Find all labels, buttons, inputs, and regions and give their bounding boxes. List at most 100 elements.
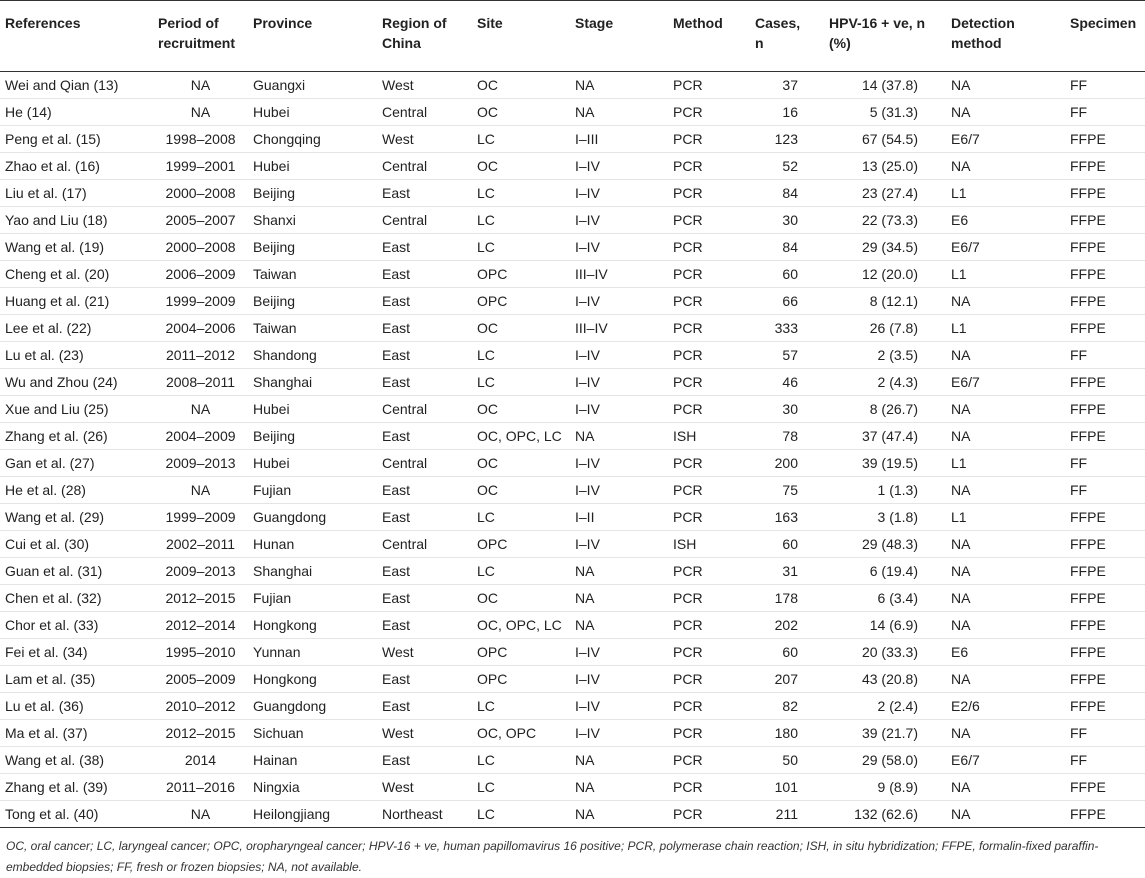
- table-cell: 29 (58.0): [800, 746, 946, 774]
- table-cell: 60: [750, 260, 800, 288]
- table-cell: OPC: [472, 665, 570, 693]
- table-cell: Taiwan: [248, 260, 377, 288]
- table-cell: Hubei: [248, 395, 377, 423]
- table-cell: OC: [472, 152, 570, 180]
- table-cell: 43 (20.8): [800, 665, 946, 693]
- table-cell: FF: [1065, 71, 1145, 99]
- table-cell: Hongkong: [248, 611, 377, 639]
- table-cell: NA: [946, 611, 1065, 639]
- table-cell: Ma et al. (37): [0, 719, 153, 747]
- table-row: Zhang et al. (26) 2004–2009 Beijing East OC,…: [0, 422, 1145, 450]
- data-table: References Period of recruitment Province R…: [0, 0, 1145, 828]
- table-cell: NA: [946, 557, 1065, 585]
- table-cell: Cheng et al. (20): [0, 260, 153, 288]
- table-cell: 9 (8.9): [800, 773, 946, 801]
- table-cell: FFPE: [1065, 692, 1145, 720]
- table-cell: 12 (20.0): [800, 260, 946, 288]
- table-cell: PCR: [668, 800, 750, 828]
- table-cell: NA: [570, 71, 668, 99]
- table-cell: Guan et al. (31): [0, 557, 153, 585]
- table-row: Zhang et al. (39) 2011–2016 Ningxia West LC N…: [0, 773, 1145, 801]
- table-cell: 2012–2014: [153, 611, 248, 639]
- table-row: Wei and Qian (13) NA Guangxi West OC NA PCR 37 1…: [0, 71, 1145, 99]
- table-row: Huang et al. (21) 1999–2009 Beijing East OPC…: [0, 287, 1145, 315]
- table-cell: LC: [472, 341, 570, 369]
- table-cell: 13 (25.0): [800, 152, 946, 180]
- table-cell: East: [377, 422, 472, 450]
- table-cell: 2002–2011: [153, 530, 248, 558]
- table-cell: He et al. (28): [0, 476, 153, 504]
- table-cell: Lu et al. (36): [0, 692, 153, 720]
- table-cell: OC: [472, 449, 570, 477]
- table-cell: NA: [946, 422, 1065, 450]
- table-cell: I–IV: [570, 692, 668, 720]
- table-row: Yao and Liu (18) 2005–2007 Shanxi Central LC…: [0, 206, 1145, 234]
- table-cell: Wang et al. (29): [0, 503, 153, 531]
- table-cell: 2009–2013: [153, 449, 248, 477]
- table-cell: Wu and Zhou (24): [0, 368, 153, 396]
- table-cell: PCR: [668, 314, 750, 342]
- table-cell: NA: [570, 584, 668, 612]
- table-cell: NA: [946, 773, 1065, 801]
- table-cell: ISH: [668, 422, 750, 450]
- table-cell: 29 (48.3): [800, 530, 946, 558]
- table-cell: LC: [472, 368, 570, 396]
- table-cell: He (14): [0, 98, 153, 126]
- table-cell: 78: [750, 422, 800, 450]
- table-body: Wei and Qian (13) NA Guangxi West OC NA PCR 37 1…: [0, 71, 1145, 828]
- table-cell: FFPE: [1065, 638, 1145, 666]
- table-cell: FF: [1065, 449, 1145, 477]
- table-cell: LC: [472, 557, 570, 585]
- table-cell: LC: [472, 692, 570, 720]
- table-cell: LC: [472, 800, 570, 828]
- table-cell: NA: [570, 98, 668, 126]
- table-row: Wang et al. (19) 2000–2008 Beijing East LC I–…: [0, 233, 1145, 261]
- table-cell: L1: [946, 314, 1065, 342]
- table-cell: 200: [750, 449, 800, 477]
- table-cell: East: [377, 179, 472, 207]
- table-cell: NA: [946, 665, 1065, 693]
- table-row: Lu et al. (36) 2010–2012 Guangdong East LC I–…: [0, 692, 1145, 720]
- table-cell: I–IV: [570, 638, 668, 666]
- table-row: Lee et al. (22) 2004–2006 Taiwan East OC III–…: [0, 314, 1145, 342]
- table-cell: OPC: [472, 260, 570, 288]
- table-cell: PCR: [668, 98, 750, 126]
- table-cell: Guangxi: [248, 71, 377, 99]
- table-cell: I–IV: [570, 530, 668, 558]
- table-cell: OC, OPC, LC: [472, 611, 570, 639]
- table-cell: 2010–2012: [153, 692, 248, 720]
- table-cell: Hubei: [248, 98, 377, 126]
- table-cell: West: [377, 638, 472, 666]
- table-row: Guan et al. (31) 2009–2013 Shanghai East LC N…: [0, 557, 1145, 585]
- table-cell: E6: [946, 206, 1065, 234]
- table-cell: 14 (6.9): [800, 611, 946, 639]
- table-cell: 101: [750, 773, 800, 801]
- table-cell: 60: [750, 638, 800, 666]
- table-cell: 8 (12.1): [800, 287, 946, 315]
- table-cell: FFPE: [1065, 557, 1145, 585]
- table-cell: OC: [472, 98, 570, 126]
- table-cell: NA: [153, 98, 248, 126]
- table-cell: OC: [472, 71, 570, 99]
- table-cell: FFPE: [1065, 260, 1145, 288]
- table-cell: Beijing: [248, 179, 377, 207]
- table-cell: LC: [472, 179, 570, 207]
- table-row: Cheng et al. (20) 2006–2009 Taiwan East OPC I…: [0, 260, 1145, 288]
- table-cell: 5 (31.3): [800, 98, 946, 126]
- table-cell: Fei et al. (34): [0, 638, 153, 666]
- table-row: Lam et al. (35) 2005–2009 Hongkong East OPC I…: [0, 665, 1145, 693]
- table-row: Wang et al. (38) 2014 Hainan East LC NA PCR 50 2…: [0, 746, 1145, 774]
- table-cell: Zhao et al. (16): [0, 152, 153, 180]
- table-cell: 30: [750, 206, 800, 234]
- table-cell: PCR: [668, 557, 750, 585]
- table-cell: 2009–2013: [153, 557, 248, 585]
- table-cell: OC: [472, 476, 570, 504]
- table-cell: Cui et al. (30): [0, 530, 153, 558]
- table-cell: NA: [946, 395, 1065, 423]
- table-cell: PCR: [668, 584, 750, 612]
- table-cell: I–IV: [570, 665, 668, 693]
- table-cell: Heilongjiang: [248, 800, 377, 828]
- table-cell: PCR: [668, 341, 750, 369]
- table-cell: FFPE: [1065, 611, 1145, 639]
- table-cell: Zhang et al. (39): [0, 773, 153, 801]
